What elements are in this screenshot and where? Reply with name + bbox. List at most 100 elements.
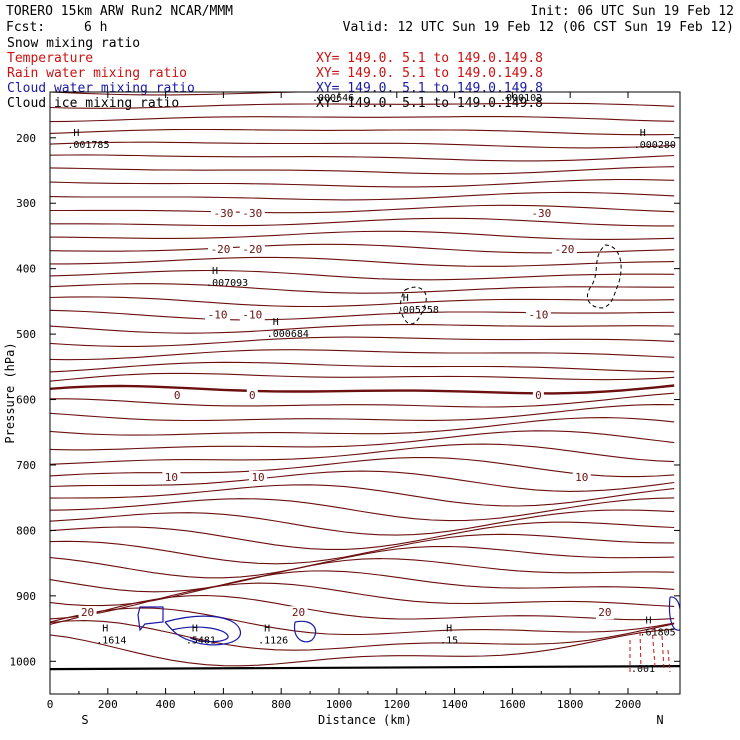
cloud-ice-contour [587, 244, 622, 309]
overlap-value-label: .000646 [312, 93, 354, 104]
contour-label-bg [246, 388, 258, 402]
contour-label: 20 [292, 606, 305, 619]
isotherm-line [50, 230, 675, 240]
contour-label: -20 [554, 243, 574, 256]
legend-xy-4: XY= 149.0. 5.1 to 149.0.149.8 [316, 96, 543, 111]
contour-label-bg [595, 606, 614, 620]
cloud-water-contour [293, 620, 317, 643]
isotherm-line [50, 404, 675, 422]
isotherm-line [50, 497, 675, 522]
contour-label-bg [205, 308, 231, 322]
isotherm-line [50, 470, 675, 492]
contour-label-bg [239, 243, 265, 257]
contour-label: -10 [528, 308, 548, 321]
max-h-marker: H [403, 293, 409, 304]
max-value-label: .15 [440, 635, 458, 646]
axes: 0 200 400 600 800 1000 1200 1400 1600 1800 2000200… [3, 91, 681, 727]
max-value-label: .005258 [397, 305, 439, 316]
max-h-marker: H [192, 623, 198, 634]
isotherm-line [50, 217, 675, 227]
x-tick-label: 400 [156, 698, 176, 711]
model-title: TORERO 15km ARW Run2 NCAR/MMM [6, 4, 233, 19]
isotherm-line [50, 570, 675, 607]
isotherm-line [50, 166, 675, 175]
isotherm-line [50, 309, 675, 321]
x-axis-label: Distance (km) [318, 713, 412, 727]
max-value-label: .007093 [206, 278, 248, 289]
contour-label: -10 [242, 308, 262, 321]
contour-label: 10 [251, 471, 264, 484]
contour-label-bg [210, 207, 236, 221]
contour-label: 0 [174, 389, 181, 402]
contour-label: 20 [81, 606, 94, 619]
isotherm-line [50, 384, 675, 395]
isotherm-line [50, 607, 675, 636]
isotherm-line [50, 349, 675, 361]
max-h-marker: H [264, 623, 270, 634]
cloud-water-contour [171, 626, 229, 643]
max-value-label: .1614 [96, 635, 126, 646]
contour-label: 10 [575, 471, 588, 484]
contour-label: 0 [535, 389, 542, 402]
isotherm-line [50, 417, 675, 436]
isotherm-line [50, 178, 675, 188]
isotherm-line [50, 102, 675, 109]
contour-label-bg [249, 470, 268, 484]
isotherm-line [50, 620, 675, 651]
x-tick-label: 1800 [557, 698, 584, 711]
isotherm-line [50, 430, 675, 451]
max-value-label: .000684 [267, 329, 309, 340]
isotherm-line [50, 545, 675, 579]
north-label: N [656, 713, 663, 727]
max-value-label: .001785 [67, 140, 109, 151]
y-tick-label: 300 [16, 197, 36, 210]
cloud-water-contour [164, 615, 241, 646]
init-time: Init: 06 UTC Sun 19 Feb 12 [531, 4, 735, 19]
isotherm-line [50, 361, 675, 373]
max-h-marker: H [212, 266, 218, 277]
max-h-marker: H [273, 317, 279, 328]
max-h-marker: H [73, 128, 79, 139]
cloud-water-contour [137, 606, 164, 632]
rain-contour [639, 631, 642, 669]
legend-entry-0: Snow mixing ratio [7, 36, 140, 51]
isotherm-line [50, 509, 675, 536]
y-tick-label: 600 [16, 394, 36, 407]
isotherm-line [50, 594, 675, 625]
x-tick-label: 0 [47, 698, 54, 711]
contour-label: -30 [242, 207, 262, 220]
surface-line [50, 665, 680, 671]
y-tick-label: 800 [16, 524, 36, 537]
legend-entry-2: Rain water mixing ratio [7, 66, 187, 81]
contour-label: -30 [213, 207, 233, 220]
contour-label: 0 [249, 389, 256, 402]
x-tick-label: 600 [213, 698, 233, 711]
contour-label-bg [171, 388, 183, 402]
x-tick-label: 1600 [499, 698, 526, 711]
rain-contour [651, 627, 656, 667]
max-value-label: .1126 [258, 635, 288, 646]
plot-frame [49, 91, 681, 695]
contour-label-bg [572, 470, 591, 484]
isotherm-line [50, 296, 675, 308]
y-tick-label: 500 [16, 328, 36, 341]
contour-label-bg [162, 470, 181, 484]
max-value-label: .61805 [640, 628, 676, 639]
isotherm-line [50, 392, 675, 408]
forecast-hour: 6 h [84, 20, 107, 35]
south-label: S [81, 713, 88, 727]
isotherm-line [50, 443, 675, 465]
max-value-label: .000280 [634, 140, 676, 151]
y-axis-label: Pressure (hPa) [3, 342, 17, 443]
contour-label: -30 [531, 207, 551, 220]
isotherm-line [50, 533, 675, 565]
isotherm-line [50, 484, 675, 507]
isotherm-line [50, 336, 675, 347]
isotherm-line [50, 92, 332, 96]
contour-label: -10 [208, 308, 228, 321]
isotherm-line [50, 154, 675, 162]
max-h-marker: H [640, 128, 646, 139]
contour-label-bg [525, 308, 551, 322]
